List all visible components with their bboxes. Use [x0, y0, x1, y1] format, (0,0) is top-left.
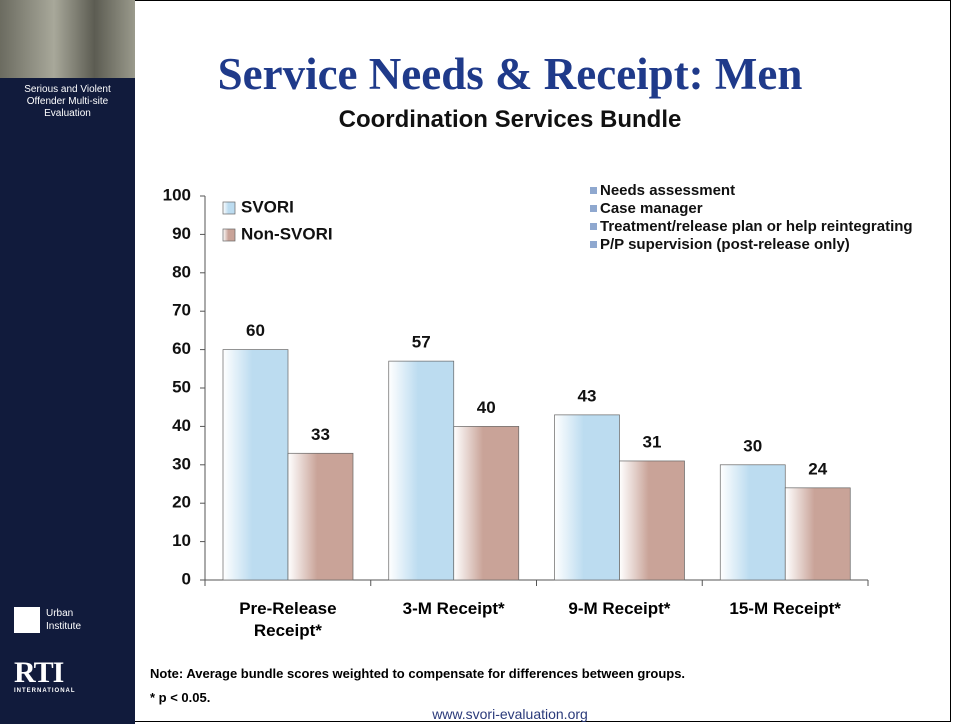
slide-frame [135, 0, 951, 722]
bundle-item: Needs assessment [590, 182, 930, 200]
y-tick-label: 80 [172, 262, 191, 281]
bar [784, 487, 851, 581]
bundle-bullet [590, 205, 597, 212]
x-tick-label: 3-M Receipt* [402, 599, 505, 618]
legend-label: SVORI [241, 197, 294, 216]
bundle-item: P/P supervision (post-release only) [590, 236, 930, 254]
note: * p < 0.05. [150, 690, 211, 705]
bundle-text: Case manager [600, 200, 703, 217]
value-label: 60 [246, 321, 265, 340]
bundle-item: Case manager [590, 200, 930, 218]
bar [453, 426, 520, 581]
y-tick-label: 10 [172, 531, 191, 550]
bundle-item: Treatment/release plan or help reintegra… [590, 218, 930, 236]
title: Service Needs & Receipt: Men [217, 49, 803, 99]
bar [388, 360, 455, 581]
sidebar-photo [0, 0, 135, 78]
footer-url: www.svori-evaluation.org [432, 706, 588, 722]
sidebar: Serious and Violent Offender Multi-site … [0, 0, 135, 724]
project-name: Serious and Violent Offender Multi-site … [24, 84, 111, 119]
bundle-text: Treatment/release plan or help reintegra… [600, 218, 913, 235]
urban-logo-text: Urban Institute [46, 608, 82, 632]
y-tick-label: 0 [182, 569, 191, 588]
x-tick-label: Pre-Release Receipt* [239, 599, 337, 640]
bar [287, 452, 354, 581]
bar [222, 349, 289, 581]
value-label: 24 [808, 459, 827, 478]
y-tick-label: 70 [172, 301, 191, 320]
y-tick-label: 100 [163, 185, 191, 204]
y-tick-label: 40 [172, 416, 191, 435]
value-label: 40 [477, 398, 496, 417]
value-label: 31 [643, 432, 662, 451]
y-tick-label: 50 [172, 377, 191, 396]
legend-swatch [222, 228, 236, 242]
legend-label: Non-SVORI [241, 224, 333, 243]
legend-swatch [222, 201, 236, 215]
rti-logo: RTI [14, 656, 64, 689]
value-label: 43 [578, 386, 597, 405]
bar [719, 464, 786, 581]
bundle-text: P/P supervision (post-release only) [600, 236, 850, 253]
bundle-bullet [590, 187, 597, 194]
x-tick-label: 9-M Receipt* [568, 599, 671, 618]
x-tick-label: 15-M Receipt* [729, 599, 841, 618]
subtitle: Coordination Services Bundle [338, 106, 682, 133]
note: Note: Average bundle scores weighted to … [150, 666, 686, 681]
bundle-bullet [590, 223, 597, 230]
y-tick-label: 60 [172, 339, 191, 358]
rti-logo-sub: INTERNATIONAL [14, 688, 76, 694]
bar [619, 460, 685, 581]
y-tick-label: 30 [172, 454, 191, 473]
value-label: 30 [743, 436, 762, 455]
y-tick-label: 90 [172, 224, 191, 243]
bar [554, 414, 620, 581]
y-tick-label: 20 [172, 493, 191, 512]
bundle-text: Needs assessment [600, 182, 736, 199]
bundle-legend: Needs assessment Case manager Treatment/re… [590, 182, 930, 254]
value-label: 57 [412, 333, 431, 352]
urban-logo [14, 607, 40, 633]
bundle-bullet [590, 241, 597, 248]
value-label: 33 [311, 425, 330, 444]
